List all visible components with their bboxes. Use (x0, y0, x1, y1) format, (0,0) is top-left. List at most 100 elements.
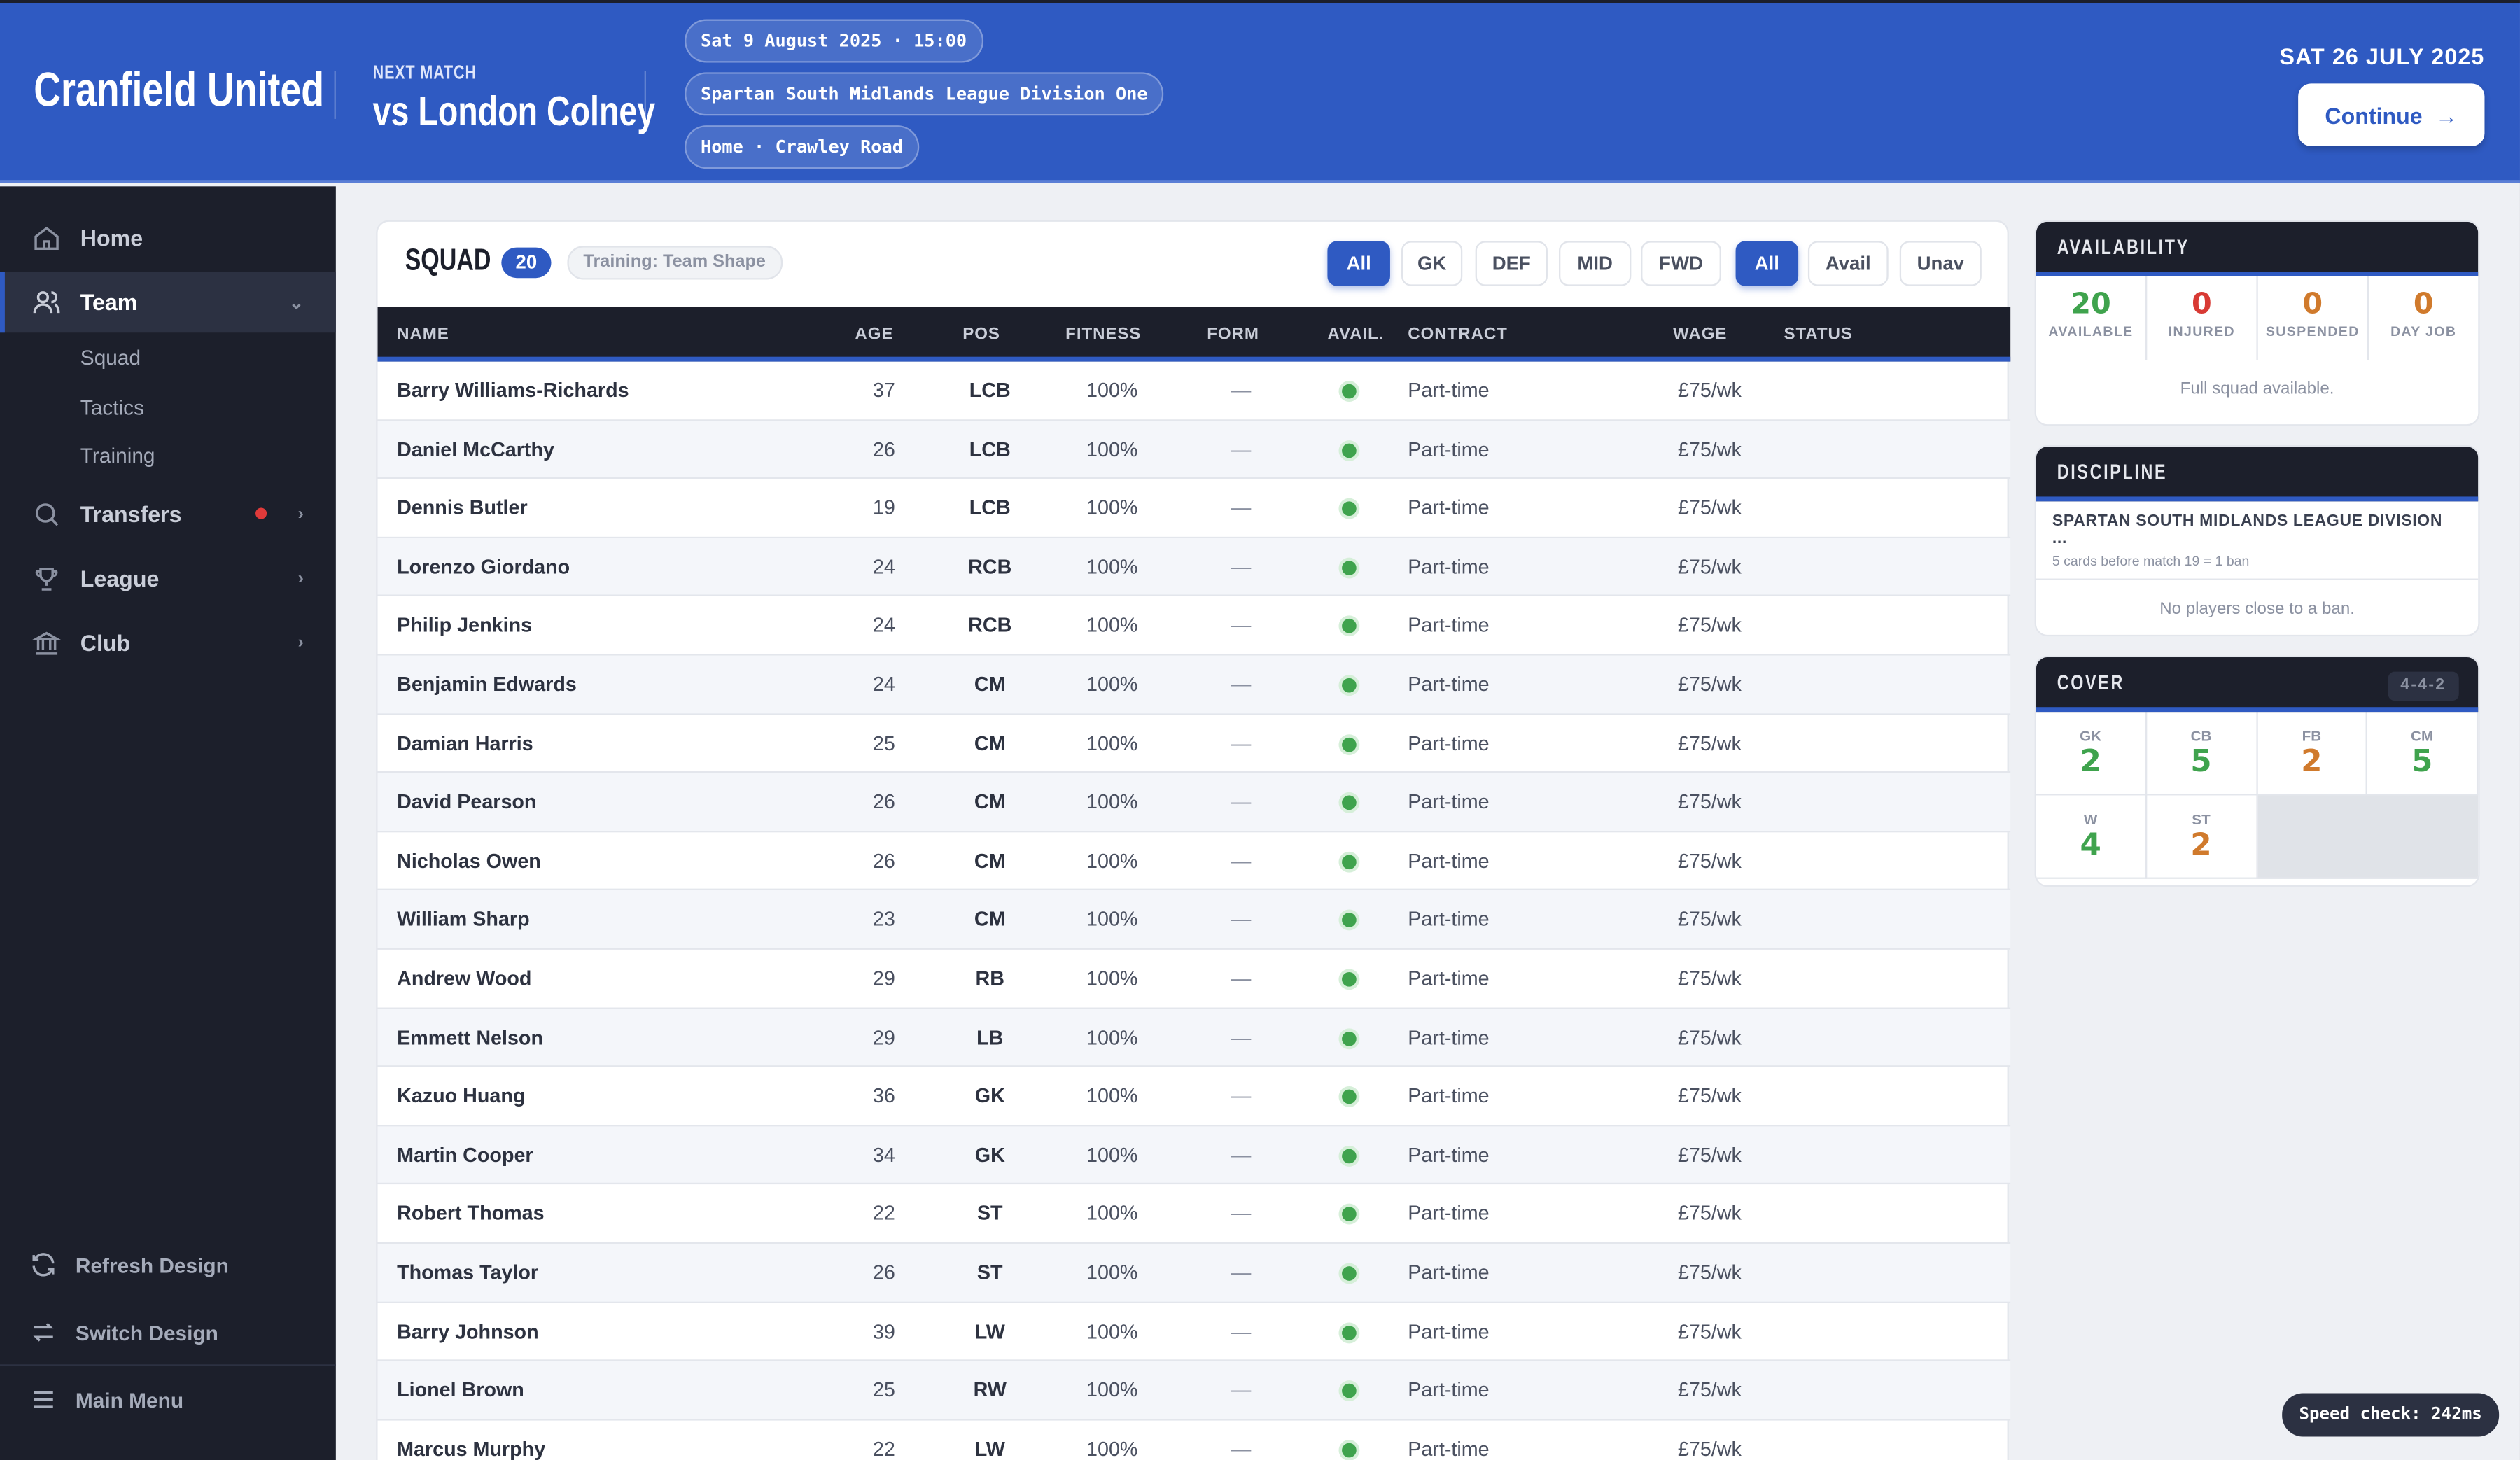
col-status[interactable]: STATUS (1784, 324, 1853, 344)
table-row[interactable]: Nicholas Owen 26 CM 100% — Part-time £75/wk (377, 832, 2011, 891)
cover-cell: ST 2 (2146, 795, 2258, 879)
filter-avail-all[interactable]: All (1735, 241, 1799, 286)
header: Cranfield United NEXT MATCH vs London Co… (0, 3, 2520, 183)
player-wage: £75/wk (1677, 790, 1742, 814)
player-wage: £75/wk (1677, 555, 1742, 579)
table-row[interactable]: Benjamin Edwards 24 CM 100% — Part-time £75/wk (377, 655, 2011, 715)
col-wage[interactable]: WAGE (1673, 324, 1728, 344)
player-age: 34 (872, 1144, 895, 1167)
col-name[interactable]: NAME (397, 324, 449, 344)
table-row[interactable]: Marcus Murphy 22 LW 100% — Part-time £75/wk (378, 1420, 2011, 1460)
switch-design-button[interactable]: Switch Design (0, 1305, 336, 1359)
filter-pos-mid[interactable]: MID (1559, 241, 1632, 286)
col-avail[interactable]: AVAIL. (1327, 324, 1385, 344)
sidebar-subitem-tactics[interactable]: Tactics (80, 395, 145, 420)
player-name: Lorenzo Giordano (397, 555, 570, 579)
player-name: Thomas Taylor (397, 1261, 539, 1284)
sidebar-item-transfers[interactable]: Transfers › (0, 484, 336, 545)
sidebar-item-league[interactable]: League › (0, 548, 336, 609)
player-age: 26 (872, 437, 895, 461)
availability-stat: 0 SUSPENDED (2258, 276, 2370, 360)
player-contract: Part-time (1408, 1379, 1490, 1402)
table-row[interactable]: Philip Jenkins 24 RCB 100% — Part-time £75/wk (377, 597, 2011, 656)
player-position: GK (974, 1085, 1005, 1108)
col-form[interactable]: FORM (1207, 324, 1259, 344)
refresh-design-label: Refresh Design (75, 1252, 229, 1277)
table-row[interactable]: Damian Harris 25 CM 100% — Part-time £75/wk (377, 715, 2011, 773)
player-form: — (1231, 437, 1252, 461)
table-row[interactable]: Emmett Nelson 29 LB 100% — Part-time £75/wk (377, 1008, 2011, 1067)
table-row[interactable]: Robert Thomas 22 ST 100% — Part-time £75/wk (377, 1185, 2011, 1244)
main-menu-button[interactable]: Main Menu (0, 1373, 336, 1427)
table-row[interactable]: Daniel McCarthy 26 LCB 100% — Part-time £75/wk (377, 420, 2011, 479)
table-row[interactable]: Thomas Taylor 26 ST 100% — Part-time £75/wk (377, 1243, 2011, 1303)
available-status-dot (1342, 1443, 1357, 1457)
player-age: 23 (872, 908, 895, 932)
table-row[interactable]: Lorenzo Giordano 24 RCB 100% — Part-time £75/w… (377, 538, 2011, 597)
filter-avail-unavailable[interactable]: Unav (1899, 241, 1982, 286)
table-row[interactable]: Lionel Brown 25 RW 100% — Part-time £75/wk (377, 1361, 2011, 1420)
player-position: CM (974, 849, 1006, 873)
player-position: RCB (968, 614, 1012, 638)
cover-cell: CM 5 (2367, 712, 2479, 796)
stat-label: INJURED (2168, 323, 2236, 339)
table-row[interactable]: Barry Williams-Richards 37 LCB 100% — Part-ti… (377, 362, 2011, 421)
col-contract[interactable]: CONTRACT (1408, 324, 1508, 344)
table-row[interactable]: Martin Cooper 34 GK 100% — Part-time £75/wk (377, 1125, 2011, 1185)
player-wage: £75/wk (1677, 731, 1742, 755)
player-wage: £75/wk (1677, 1085, 1742, 1108)
filter-pos-def[interactable]: DEF (1475, 241, 1548, 286)
player-wage: £75/wk (1677, 614, 1742, 638)
player-wage: £75/wk (1677, 1261, 1742, 1284)
sidebar-subitem-squad[interactable]: Squad (80, 345, 141, 370)
player-fitness: 100% (1086, 614, 1138, 638)
player-form: — (1231, 614, 1252, 638)
hamburger-menu-icon (34, 1391, 53, 1408)
filter-pos-all[interactable]: All (1327, 241, 1390, 286)
filter-pos-fwd[interactable]: FWD (1641, 241, 1721, 286)
table-row[interactable]: Kazuo Huang 36 GK 100% — Part-time £75/wk (377, 1067, 2011, 1126)
col-pos[interactable]: POS (962, 324, 1000, 344)
table-row[interactable]: William Sharp 23 CM 100% — Part-time £75/wk (377, 890, 2011, 950)
training-badge: Training: Team Shape (567, 246, 782, 280)
table-row[interactable]: Dennis Butler 19 LCB 100% — Part-time £75/wk (377, 479, 2011, 538)
sidebar-item-home[interactable]: Home (0, 207, 336, 268)
next-match-label: NEXT MATCH (373, 61, 506, 83)
player-position: LCB (969, 437, 1011, 461)
col-age[interactable]: AGE (855, 324, 894, 344)
available-status-dot (1342, 1383, 1357, 1398)
stat-label: DAY JOB (2390, 323, 2457, 339)
table-row[interactable]: Barry Johnson 39 LW 100% — Part-time £75/wk (377, 1303, 2011, 1361)
cover-cell: GK 2 (2036, 712, 2147, 796)
col-fitness[interactable]: FITNESS (1065, 324, 1142, 344)
filter-pos-gk[interactable]: GK (1401, 241, 1463, 286)
table-row[interactable]: Andrew Wood 29 RB 100% — Part-time £75/wk (377, 950, 2011, 1009)
cover-empty-cell (2257, 795, 2479, 879)
sidebar-item-club[interactable]: Club › (0, 612, 336, 673)
player-age: 36 (872, 1085, 895, 1108)
player-form: — (1231, 908, 1252, 932)
player-name: Lionel Brown (397, 1379, 524, 1402)
player-form: — (1231, 849, 1252, 873)
squad-title: SQUAD (405, 244, 516, 280)
table-row[interactable]: David Pearson 26 CM 100% — Part-time £75/wk (377, 773, 2011, 832)
player-name: Marcus Murphy (397, 1438, 546, 1460)
player-age: 22 (872, 1202, 895, 1226)
available-status-dot (1342, 795, 1357, 810)
chevron-down-icon: ⌄ (288, 293, 304, 313)
player-wage: £75/wk (1677, 849, 1742, 873)
available-status-dot (1342, 1265, 1357, 1281)
player-wage: £75/wk (1677, 673, 1742, 696)
continue-button[interactable]: Continue → (2298, 83, 2485, 146)
sidebar-item-label: Team (80, 289, 138, 315)
cover-position: CB (2190, 728, 2212, 745)
player-contract: Part-time (1408, 1026, 1490, 1049)
sidebar-subitem-training[interactable]: Training (80, 443, 155, 468)
player-form: — (1231, 1320, 1252, 1343)
filter-avail-available[interactable]: Avail (1807, 241, 1889, 286)
refresh-design-button[interactable]: Refresh Design (0, 1237, 336, 1292)
sidebar-item-team[interactable]: Team ⌄ (0, 272, 336, 333)
player-wage: £75/wk (1677, 437, 1742, 461)
player-form: — (1231, 673, 1252, 696)
player-position: GK (974, 1144, 1005, 1167)
